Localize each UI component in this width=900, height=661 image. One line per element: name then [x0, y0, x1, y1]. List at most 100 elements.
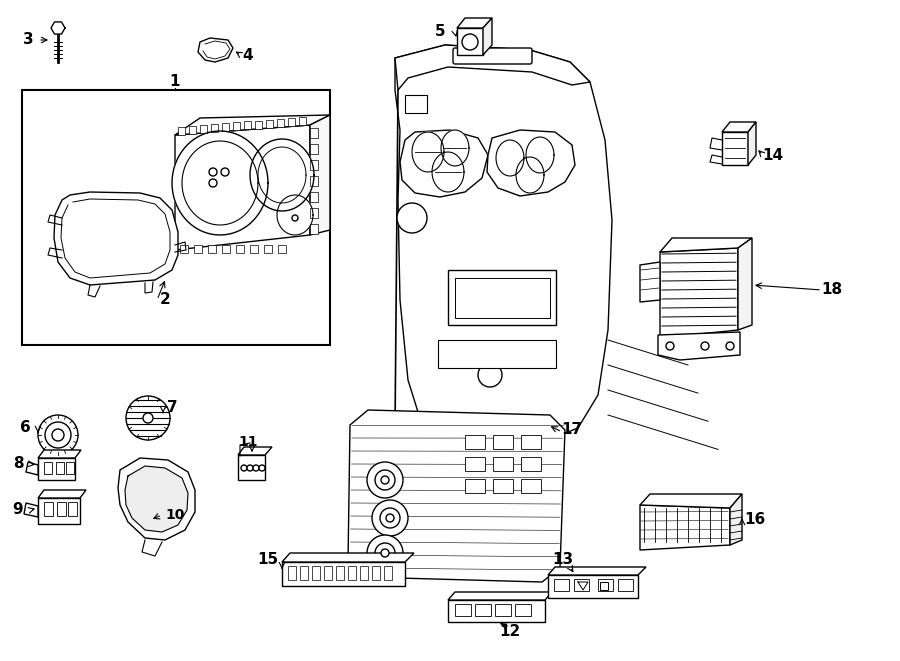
Text: 3: 3: [22, 32, 33, 48]
Circle shape: [462, 34, 478, 50]
Bar: [521, 457, 541, 471]
Bar: [189, 126, 196, 134]
Polygon shape: [660, 248, 738, 338]
Circle shape: [478, 363, 502, 387]
Bar: [222, 123, 229, 132]
Circle shape: [367, 535, 403, 571]
Circle shape: [259, 465, 265, 471]
Polygon shape: [441, 130, 469, 166]
Bar: [495, 604, 511, 616]
Bar: [278, 245, 286, 253]
Bar: [310, 160, 318, 170]
Bar: [68, 502, 77, 516]
Bar: [598, 579, 613, 591]
Polygon shape: [24, 503, 38, 517]
Polygon shape: [38, 458, 75, 480]
Circle shape: [253, 465, 259, 471]
Polygon shape: [26, 462, 38, 475]
Bar: [236, 245, 244, 253]
Bar: [324, 566, 332, 580]
Polygon shape: [526, 137, 554, 173]
Bar: [521, 479, 541, 493]
Text: 2: 2: [159, 293, 170, 307]
Polygon shape: [448, 592, 552, 600]
Bar: [475, 604, 491, 616]
Circle shape: [221, 168, 229, 176]
Circle shape: [381, 476, 389, 484]
Bar: [554, 579, 569, 591]
Bar: [310, 144, 318, 154]
Bar: [180, 245, 188, 253]
Circle shape: [381, 549, 389, 557]
Circle shape: [397, 203, 427, 233]
Polygon shape: [457, 18, 492, 28]
Circle shape: [209, 179, 217, 187]
Polygon shape: [432, 152, 464, 192]
Polygon shape: [238, 447, 272, 455]
Bar: [515, 604, 531, 616]
Text: 13: 13: [553, 553, 573, 568]
Polygon shape: [640, 494, 742, 508]
Polygon shape: [457, 28, 483, 55]
Bar: [244, 122, 251, 130]
Bar: [44, 502, 53, 516]
Bar: [310, 224, 318, 234]
Bar: [493, 479, 513, 493]
Circle shape: [241, 465, 247, 471]
Bar: [233, 122, 240, 130]
Bar: [493, 435, 513, 449]
Circle shape: [372, 500, 408, 536]
Circle shape: [726, 342, 734, 350]
Polygon shape: [400, 130, 488, 197]
Text: 16: 16: [744, 512, 766, 527]
Circle shape: [380, 508, 400, 528]
Circle shape: [209, 168, 217, 176]
Bar: [255, 120, 262, 129]
Polygon shape: [51, 22, 65, 34]
Bar: [310, 192, 318, 202]
Polygon shape: [38, 498, 80, 524]
Polygon shape: [548, 575, 638, 598]
Polygon shape: [738, 238, 752, 330]
Polygon shape: [172, 131, 268, 235]
Polygon shape: [722, 122, 756, 132]
Text: 10: 10: [166, 508, 184, 522]
Text: 1: 1: [170, 75, 180, 89]
Polygon shape: [748, 122, 756, 165]
Polygon shape: [730, 494, 742, 545]
Circle shape: [375, 470, 395, 490]
Bar: [372, 566, 380, 580]
Polygon shape: [412, 132, 444, 172]
Circle shape: [367, 462, 403, 498]
Polygon shape: [54, 192, 178, 285]
Polygon shape: [277, 195, 313, 235]
Circle shape: [292, 215, 298, 221]
Circle shape: [45, 422, 71, 448]
Circle shape: [375, 543, 395, 563]
Bar: [310, 208, 318, 218]
Polygon shape: [448, 600, 545, 622]
Bar: [360, 566, 368, 580]
Polygon shape: [198, 38, 233, 62]
Bar: [465, 435, 485, 449]
Polygon shape: [175, 115, 330, 135]
Polygon shape: [175, 125, 310, 250]
Bar: [66, 462, 74, 474]
Text: 4: 4: [243, 48, 253, 63]
Circle shape: [666, 342, 674, 350]
Text: 18: 18: [822, 282, 842, 297]
Polygon shape: [658, 332, 740, 360]
Bar: [521, 435, 541, 449]
Circle shape: [247, 465, 253, 471]
FancyBboxPatch shape: [453, 48, 532, 64]
Text: 8: 8: [13, 457, 23, 471]
Bar: [288, 566, 296, 580]
Bar: [465, 457, 485, 471]
Polygon shape: [282, 562, 405, 586]
Bar: [405, 95, 427, 113]
Bar: [465, 479, 485, 493]
Bar: [56, 462, 64, 474]
Polygon shape: [487, 130, 575, 196]
Polygon shape: [125, 466, 188, 532]
Bar: [438, 340, 556, 368]
